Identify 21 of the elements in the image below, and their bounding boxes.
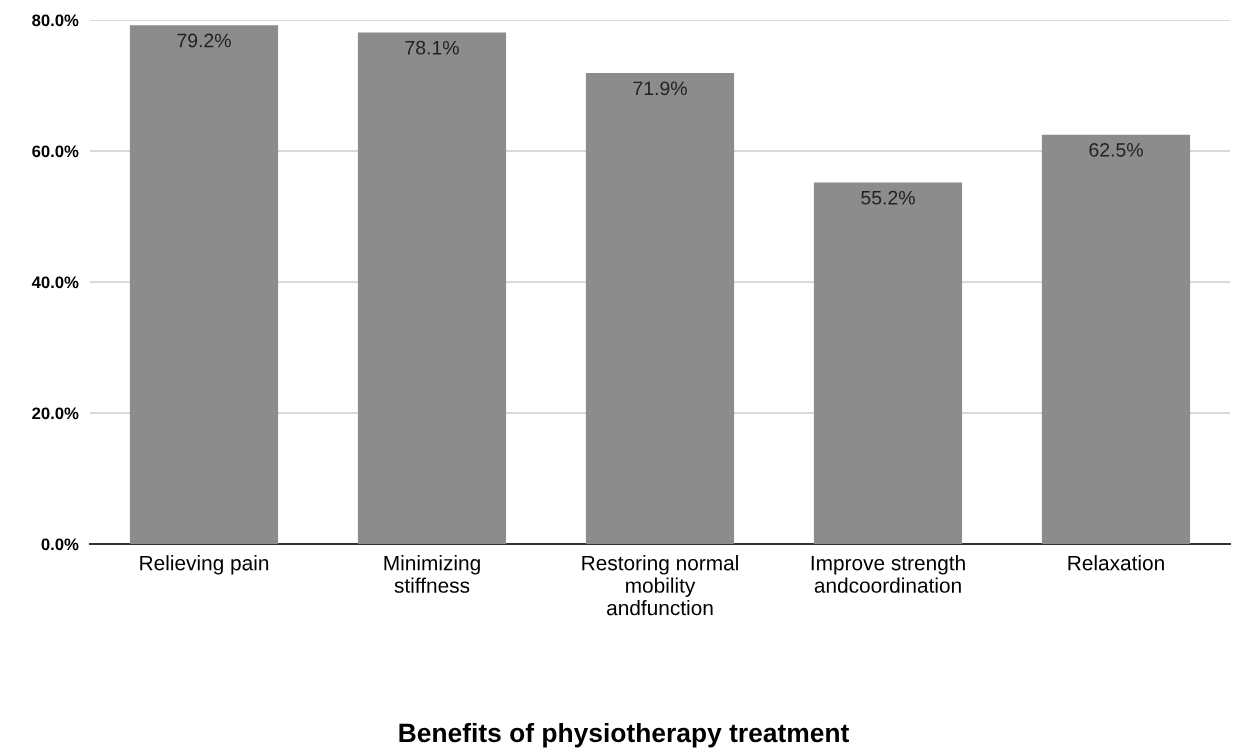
bar (357, 32, 507, 544)
data-label: 62.5% (1089, 143, 1143, 157)
y-tick-label: 40.0% (31, 276, 79, 289)
y-tick-label: 60.0% (32, 145, 79, 158)
x-tick-label: Improve strength andcoordination (811, 555, 965, 593)
x-tick-label: Relaxation (1068, 555, 1164, 571)
data-label: 79.2% (177, 33, 231, 48)
x-tick-label: Restoring normal mobility andfunction (582, 555, 738, 616)
data-label: 71.9% (633, 81, 687, 96)
bar (129, 25, 279, 544)
y-tick-label: 0.0% (41, 538, 79, 551)
y-tick-label: 20.0% (32, 407, 79, 420)
y-tick-label: 80.0% (32, 14, 79, 27)
x-tick-label: Relieving pain (140, 555, 269, 575)
x-tick-label: Minimizing stiffness (384, 555, 480, 593)
bar (585, 73, 735, 544)
bar (813, 182, 963, 544)
bar (1041, 134, 1191, 544)
data-label: 78.1% (405, 40, 459, 55)
data-label: 55.2% (861, 190, 915, 205)
text: Benefits of physiotherapy treatment (399, 722, 850, 748)
